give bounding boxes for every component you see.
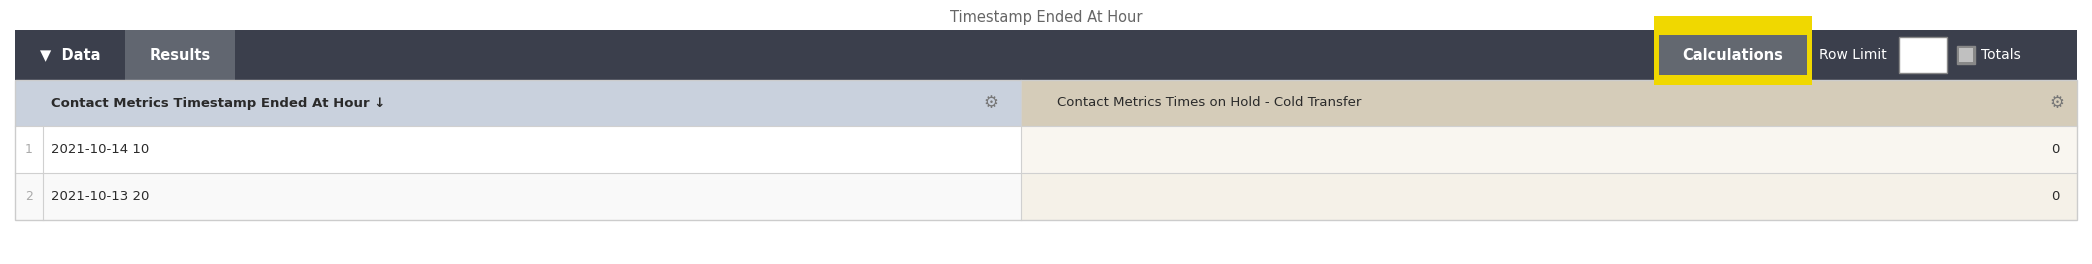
Text: Timestamp Ended At Hour: Timestamp Ended At Hour — [950, 10, 1142, 25]
Text: Contact Metrics Times on Hold - Cold Transfer: Contact Metrics Times on Hold - Cold Tra… — [1056, 97, 1362, 110]
Bar — [1021, 126, 2077, 173]
Text: Contact Metrics Timestamp Ended At Hour ↓: Contact Metrics Timestamp Ended At Hour … — [50, 97, 385, 110]
Bar — [15, 80, 1021, 126]
Bar — [15, 173, 1021, 220]
Bar — [1900, 37, 1948, 73]
Text: ▼  Data: ▼ Data — [40, 48, 100, 63]
Bar — [1021, 80, 2077, 126]
Text: 0: 0 — [2050, 190, 2059, 203]
Bar — [1655, 16, 1812, 85]
Text: 2: 2 — [25, 190, 33, 203]
Text: 1: 1 — [25, 143, 33, 156]
Bar — [1956, 46, 1975, 64]
Text: ⚙: ⚙ — [2050, 94, 2065, 112]
Text: Calculations: Calculations — [1682, 48, 1784, 63]
Text: Totals: Totals — [1981, 48, 2021, 62]
Bar — [15, 80, 44, 126]
Text: ⚙: ⚙ — [983, 94, 998, 112]
Text: 0: 0 — [2050, 143, 2059, 156]
Text: 2021-10-14 10: 2021-10-14 10 — [50, 143, 149, 156]
Bar — [1958, 48, 1973, 62]
Bar — [15, 126, 1021, 173]
Bar — [15, 80, 2077, 220]
Bar — [1659, 35, 1807, 75]
Text: 2021-10-13 20: 2021-10-13 20 — [50, 190, 149, 203]
Bar — [15, 80, 2077, 220]
Text: Row Limit: Row Limit — [1820, 48, 1887, 62]
Bar — [15, 30, 2077, 80]
Text: Results: Results — [149, 48, 211, 63]
Bar — [15, 30, 126, 80]
Bar — [126, 30, 234, 80]
Bar — [1021, 173, 2077, 220]
